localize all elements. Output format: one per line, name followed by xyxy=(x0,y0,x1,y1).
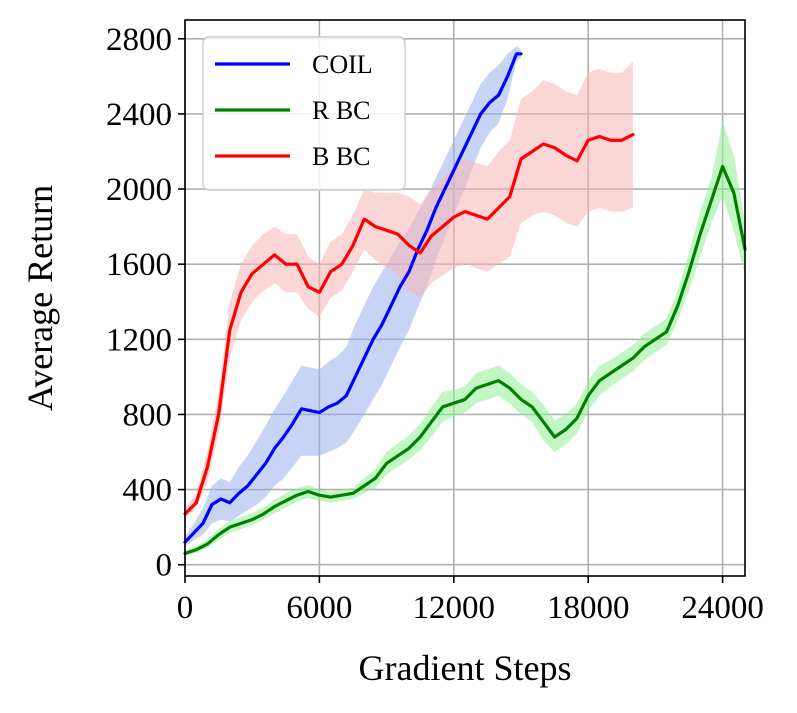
x-tick-label: 24000 xyxy=(681,590,764,626)
confidence-bands xyxy=(185,46,745,556)
legend-box xyxy=(202,36,406,191)
series-lines xyxy=(183,52,747,556)
y-tick-label: 800 xyxy=(123,397,173,433)
x-tick-label: 6000 xyxy=(286,590,352,626)
y-tick-label: 0 xyxy=(156,548,173,584)
x-tick-label: 0 xyxy=(177,590,194,626)
b-bc-legend-label: B BC xyxy=(312,142,371,171)
y-tick-label: 1600 xyxy=(106,247,172,283)
x-tick-label: 18000 xyxy=(547,590,630,626)
b-bc-band xyxy=(185,61,633,518)
r-bc-line xyxy=(183,164,747,556)
y-tick-label: 2000 xyxy=(106,172,172,208)
r-bc-legend-label: R BC xyxy=(312,96,371,125)
y-axis-label: Average Return xyxy=(20,185,60,411)
y-tick-label: 1200 xyxy=(106,322,172,358)
b-bc-line xyxy=(183,132,635,516)
x-axis-label: Gradient Steps xyxy=(359,648,572,688)
y-tick-label: 2400 xyxy=(106,97,172,133)
legend: COIL R BC B BC xyxy=(202,36,406,191)
axis-ticks: 0 6000 12000 18000 24000 0 400 800 1200 1600 2000 2… xyxy=(106,22,764,626)
y-tick-label: 400 xyxy=(123,473,173,509)
coil-line xyxy=(183,52,523,544)
plot-frame xyxy=(184,19,746,577)
coil-legend-label: COIL xyxy=(312,50,373,79)
y-tick-label: 2800 xyxy=(106,22,172,58)
x-tick-label: 12000 xyxy=(413,590,496,626)
coil-band xyxy=(185,46,521,546)
